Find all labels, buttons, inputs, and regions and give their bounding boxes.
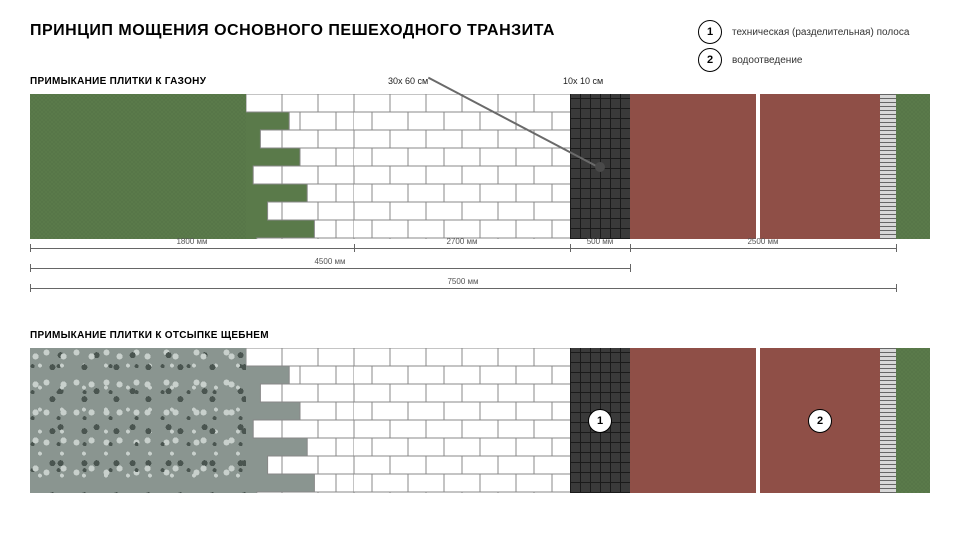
leader-dot [595, 162, 605, 172]
dim-label: 1800 мм [176, 237, 207, 246]
page-title: ПРИНЦИП МОЩЕНИЯ ОСНОВНОГО ПЕШЕХОДНОГО ТР… [30, 22, 555, 40]
dim-label: 4500 мм [314, 257, 345, 266]
zone-lawn_left [30, 94, 246, 239]
dim-line [30, 268, 630, 269]
zone-road_left [630, 94, 756, 239]
zone-lawn_left [30, 348, 246, 493]
dim-line [30, 248, 354, 249]
zone-drain [880, 94, 896, 239]
callout-1: 1 [588, 409, 612, 433]
top-label: 30х 60 см [388, 76, 428, 86]
dim-tick [630, 264, 631, 272]
legend-badge: 1 [698, 20, 722, 44]
zone-lawn_right [896, 348, 930, 493]
dim-label: 2500 мм [747, 237, 778, 246]
zone-road_left [630, 348, 756, 493]
dim-line [30, 288, 896, 289]
dim-line [630, 248, 896, 249]
legend-badge: 2 [698, 48, 722, 72]
top-label: 10х 10 см [563, 76, 603, 86]
zone-lawn_right [896, 94, 930, 239]
dim-tick [896, 244, 897, 252]
legend-item-1: 1 техническая (разделительная) полоса [698, 20, 909, 44]
dim-line [354, 248, 570, 249]
dim-tick [896, 284, 897, 292]
dim-tick [570, 244, 571, 252]
zone-tiles_main [354, 348, 570, 493]
section-2 [30, 348, 930, 493]
dim-label: 7500 мм [447, 277, 478, 286]
section-2-subtitle: ПРИМЫКАНИЕ ПЛИТКИ К ОТСЫПКЕ ЩЕБНЕМ [30, 330, 269, 341]
zone-road_right [760, 94, 880, 239]
callout-2: 2 [808, 409, 832, 433]
zone-tiles_main [354, 94, 570, 239]
zone-drain [880, 348, 896, 493]
section-1-subtitle: ПРИМЫКАНИЕ ПЛИТКИ К ГАЗОНУ [30, 76, 206, 87]
dim-tick [354, 244, 355, 252]
legend-label: техническая (разделительная) полоса [732, 27, 909, 38]
dim-line [570, 248, 630, 249]
legend-item-2: 2 водоотведение [698, 48, 802, 72]
dim-label: 500 мм [587, 237, 614, 246]
zone-tiles_transition [246, 348, 354, 493]
dim-tick [30, 264, 31, 272]
dim-tick [30, 244, 31, 252]
dim-tick [30, 284, 31, 292]
dim-label: 2700 мм [446, 237, 477, 246]
dim-tick [630, 244, 631, 252]
zone-tiles_transition [246, 94, 354, 239]
legend-label: водоотведение [732, 55, 802, 66]
section-1 [30, 94, 930, 239]
